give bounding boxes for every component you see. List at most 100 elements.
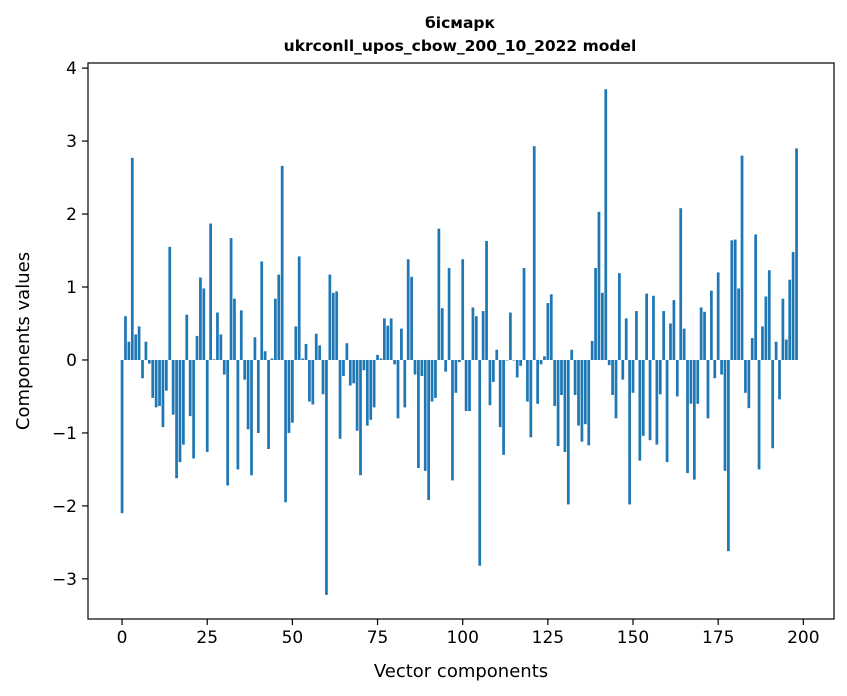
y-tick-label: 3 bbox=[66, 132, 77, 152]
bar-61 bbox=[328, 274, 332, 360]
bar-166 bbox=[686, 359, 689, 474]
bar-75 bbox=[376, 354, 379, 360]
bar-52 bbox=[297, 256, 301, 360]
bar-122 bbox=[536, 359, 540, 404]
bar-138 bbox=[590, 341, 594, 360]
bar-37 bbox=[246, 359, 250, 430]
bar-4 bbox=[134, 334, 138, 360]
bar-0 bbox=[120, 359, 124, 514]
bar-29 bbox=[219, 334, 223, 360]
bar-158 bbox=[658, 359, 662, 395]
bar-65 bbox=[342, 359, 345, 377]
bar-69 bbox=[355, 359, 359, 431]
bar-132 bbox=[570, 349, 574, 360]
y-tick-label: 2 bbox=[66, 205, 77, 225]
bar-64 bbox=[338, 359, 342, 439]
bar-112 bbox=[502, 359, 505, 455]
bar-160 bbox=[665, 359, 669, 463]
bar-76 bbox=[379, 358, 383, 360]
bar-21 bbox=[192, 359, 195, 459]
bar-120 bbox=[529, 359, 533, 438]
bar-130 bbox=[563, 359, 567, 452]
bar-95 bbox=[444, 359, 448, 372]
bar-44 bbox=[270, 358, 274, 360]
x-tick-label: 0 bbox=[117, 628, 128, 648]
bar-57 bbox=[314, 333, 318, 360]
bar-123 bbox=[539, 359, 543, 365]
bar-15 bbox=[171, 359, 175, 415]
bar-181 bbox=[737, 288, 740, 360]
bar-66 bbox=[345, 343, 349, 360]
bar-49 bbox=[287, 359, 291, 433]
bar-119 bbox=[526, 359, 529, 402]
chart-title-line-2: ukrconll_upos_cbow_200_10_2022 model bbox=[284, 37, 637, 55]
bar-38 bbox=[250, 359, 253, 476]
bar-169 bbox=[696, 359, 700, 404]
bar-11 bbox=[158, 359, 161, 406]
bar-108 bbox=[488, 359, 492, 406]
bar-110 bbox=[495, 349, 499, 360]
bar-139 bbox=[594, 268, 597, 360]
y-tick-label: −1 bbox=[52, 424, 77, 444]
bar-16 bbox=[175, 359, 178, 479]
bar-10 bbox=[154, 359, 158, 408]
bar-125 bbox=[546, 303, 550, 360]
bar-74 bbox=[372, 359, 376, 408]
bar-114 bbox=[509, 312, 512, 360]
bar-13 bbox=[164, 359, 168, 391]
bar-28 bbox=[216, 312, 219, 360]
bar-53 bbox=[301, 358, 304, 360]
bar-79 bbox=[389, 318, 393, 360]
bar-150 bbox=[631, 359, 635, 393]
bar-105 bbox=[478, 359, 482, 566]
bar-157 bbox=[655, 359, 659, 445]
bar-194 bbox=[781, 298, 785, 360]
y-tick-label: 4 bbox=[66, 59, 77, 79]
bar-167 bbox=[689, 359, 693, 404]
bar-70 bbox=[359, 359, 362, 476]
y-axis-label: Components values bbox=[13, 252, 34, 430]
bar-109 bbox=[492, 359, 495, 382]
bar-23 bbox=[199, 277, 202, 360]
bar-177 bbox=[723, 359, 727, 471]
bar-170 bbox=[699, 307, 703, 360]
bar-89 bbox=[423, 359, 427, 471]
bar-18 bbox=[182, 359, 185, 445]
bar-56 bbox=[311, 359, 315, 405]
y-tick-label: 0 bbox=[66, 351, 77, 371]
bar-40 bbox=[256, 359, 260, 433]
bar-12 bbox=[161, 359, 165, 428]
y-tick-label: −3 bbox=[52, 570, 77, 590]
bar-159 bbox=[662, 311, 666, 360]
bar-137 bbox=[587, 359, 591, 446]
bar-3 bbox=[130, 157, 134, 360]
bar-93 bbox=[437, 228, 441, 360]
bar-97 bbox=[451, 359, 454, 481]
bar-39 bbox=[253, 337, 257, 360]
bar-84 bbox=[406, 259, 410, 360]
bar-104 bbox=[474, 316, 478, 360]
y-axis-ticks: −3 −2 −1 0 1 2 3 4 bbox=[52, 59, 88, 590]
bar-2 bbox=[127, 341, 131, 360]
x-axis-ticks: 0 25 50 75 100 125 150 175 200 bbox=[117, 619, 820, 648]
bar-68 bbox=[352, 359, 356, 384]
bar-198 bbox=[795, 148, 798, 360]
bar-83 bbox=[403, 359, 407, 408]
bar-63 bbox=[335, 291, 339, 360]
bar-32 bbox=[229, 238, 233, 360]
bar-87 bbox=[417, 359, 420, 468]
bar-179 bbox=[730, 240, 734, 360]
bar-195 bbox=[784, 339, 788, 360]
bar-8 bbox=[147, 359, 151, 364]
bar-126 bbox=[549, 294, 553, 360]
bar-152 bbox=[638, 359, 642, 461]
bar-45 bbox=[273, 298, 277, 360]
x-tick-label: 25 bbox=[196, 628, 218, 648]
bar-178 bbox=[727, 359, 730, 552]
bar-86 bbox=[413, 359, 417, 375]
bar-58 bbox=[318, 345, 321, 360]
bar-51 bbox=[294, 326, 298, 360]
bar-96 bbox=[447, 268, 451, 360]
bar-164 bbox=[679, 208, 683, 360]
bar-187 bbox=[757, 359, 761, 470]
